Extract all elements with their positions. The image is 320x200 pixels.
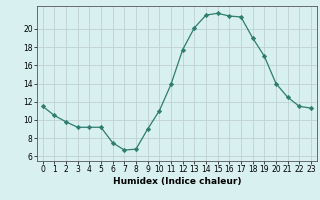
X-axis label: Humidex (Indice chaleur): Humidex (Indice chaleur) [113, 177, 241, 186]
